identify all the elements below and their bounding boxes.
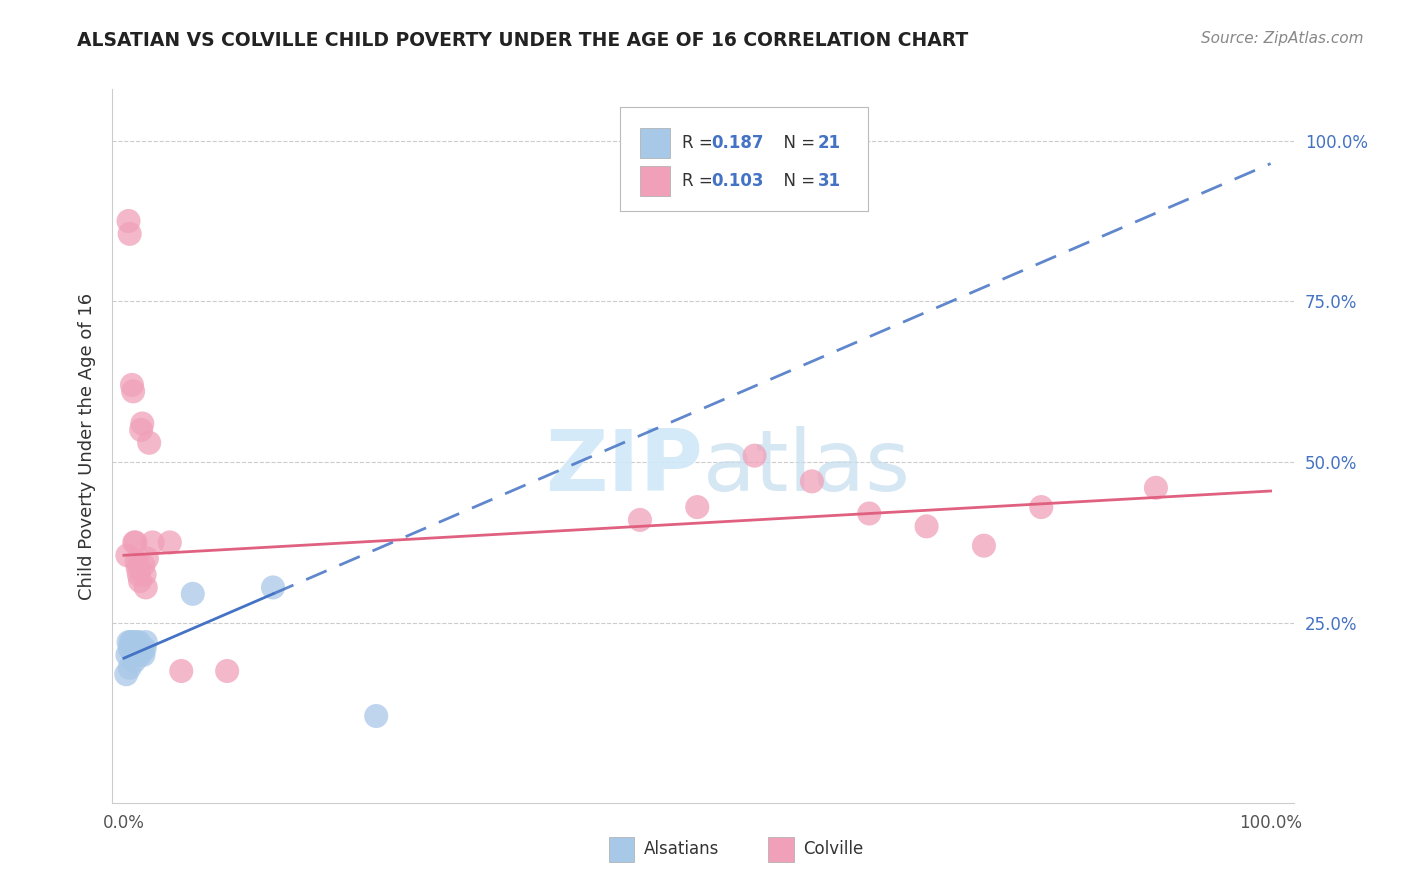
Point bbox=[132, 558, 155, 572]
Point bbox=[117, 635, 139, 649]
Point bbox=[122, 654, 145, 668]
Point bbox=[134, 567, 156, 582]
Point bbox=[159, 535, 181, 549]
FancyBboxPatch shape bbox=[640, 128, 669, 158]
Point bbox=[170, 664, 193, 678]
Point bbox=[128, 567, 150, 582]
Point bbox=[122, 535, 145, 549]
Point bbox=[125, 635, 148, 649]
Text: Colville: Colville bbox=[803, 840, 863, 858]
Point bbox=[124, 648, 146, 662]
FancyBboxPatch shape bbox=[640, 166, 669, 195]
Point bbox=[128, 635, 150, 649]
Point bbox=[366, 709, 388, 723]
Point bbox=[142, 535, 165, 549]
Text: Source: ZipAtlas.com: Source: ZipAtlas.com bbox=[1201, 31, 1364, 46]
Point bbox=[744, 449, 766, 463]
Point bbox=[217, 664, 239, 678]
Point bbox=[1144, 481, 1167, 495]
Point bbox=[121, 635, 143, 649]
Text: R =: R = bbox=[682, 134, 717, 152]
Point bbox=[122, 648, 145, 662]
Text: atlas: atlas bbox=[703, 425, 911, 509]
FancyBboxPatch shape bbox=[768, 837, 794, 862]
Point bbox=[129, 648, 152, 662]
Point bbox=[973, 539, 995, 553]
Point bbox=[131, 641, 153, 656]
Point bbox=[858, 507, 880, 521]
Point bbox=[628, 513, 651, 527]
Point bbox=[127, 561, 149, 575]
Text: Alsatians: Alsatians bbox=[644, 840, 720, 858]
Point bbox=[138, 435, 160, 450]
Point bbox=[181, 587, 204, 601]
Text: 31: 31 bbox=[817, 171, 841, 189]
Point bbox=[135, 635, 157, 649]
Point bbox=[800, 475, 823, 489]
Point bbox=[132, 648, 155, 662]
Text: 21: 21 bbox=[817, 134, 841, 152]
Point bbox=[135, 581, 157, 595]
FancyBboxPatch shape bbox=[620, 107, 869, 211]
Point bbox=[262, 581, 284, 595]
Point bbox=[915, 519, 938, 533]
Text: ZIP: ZIP bbox=[546, 425, 703, 509]
Y-axis label: Child Poverty Under the Age of 16: Child Poverty Under the Age of 16 bbox=[77, 293, 96, 599]
Point bbox=[1031, 500, 1053, 514]
Point bbox=[117, 549, 139, 563]
Point bbox=[134, 641, 156, 656]
Text: 0.187: 0.187 bbox=[711, 134, 763, 152]
Point bbox=[117, 214, 139, 228]
Point bbox=[121, 378, 143, 392]
FancyBboxPatch shape bbox=[609, 837, 634, 862]
Point bbox=[118, 227, 141, 241]
Point bbox=[118, 661, 141, 675]
Point bbox=[118, 641, 141, 656]
Point bbox=[125, 555, 148, 569]
Text: R =: R = bbox=[682, 171, 717, 189]
Text: N =: N = bbox=[773, 134, 820, 152]
Text: 0.103: 0.103 bbox=[711, 171, 763, 189]
Point bbox=[135, 551, 157, 566]
Text: ALSATIAN VS COLVILLE CHILD POVERTY UNDER THE AGE OF 16 CORRELATION CHART: ALSATIAN VS COLVILLE CHILD POVERTY UNDER… bbox=[77, 31, 969, 50]
Point bbox=[124, 535, 146, 549]
Point bbox=[127, 641, 149, 656]
Point bbox=[122, 384, 145, 399]
Point bbox=[120, 635, 142, 649]
Point bbox=[129, 423, 152, 437]
Point bbox=[115, 667, 138, 681]
Point bbox=[131, 417, 153, 431]
Point bbox=[129, 574, 152, 588]
Point bbox=[686, 500, 709, 514]
Text: N =: N = bbox=[773, 171, 820, 189]
Point bbox=[117, 648, 139, 662]
